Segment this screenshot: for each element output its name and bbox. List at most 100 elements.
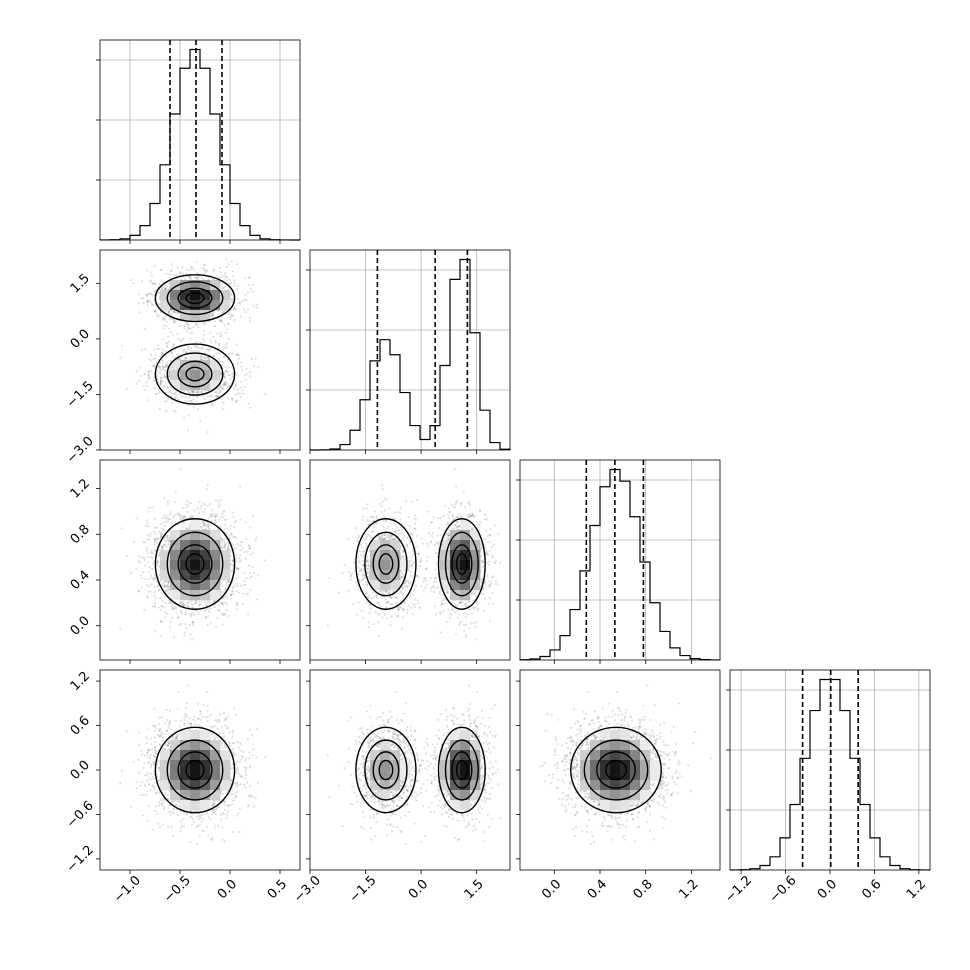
scatter-point	[173, 410, 176, 413]
scatter-point	[454, 604, 457, 607]
scatter-point	[408, 541, 411, 545]
scatter-point	[221, 513, 224, 516]
scatter-point	[174, 311, 177, 314]
scatter-point	[236, 582, 239, 585]
scatter-point	[220, 360, 223, 363]
scatter-point	[179, 518, 182, 521]
scatter-point	[227, 337, 230, 341]
scatter-point	[224, 612, 227, 615]
scatter-point	[200, 505, 203, 508]
scatter-point	[214, 391, 217, 394]
scatter-point	[200, 355, 203, 358]
scatter-point	[248, 276, 251, 279]
ytick-label-1-2: 0.0	[68, 327, 93, 352]
scatter-point	[239, 361, 243, 364]
scatter-point	[125, 387, 129, 390]
scatter-point	[185, 350, 188, 353]
scatter-point	[228, 384, 231, 388]
scatter-point	[225, 265, 228, 268]
scatter-point	[168, 518, 171, 521]
scatter-point	[233, 282, 236, 285]
scatter-point	[170, 351, 173, 354]
scatter-point	[231, 586, 234, 589]
scatter-point	[119, 627, 122, 631]
scatter-point	[362, 570, 365, 573]
scatter-point	[167, 585, 170, 588]
scatter-point	[201, 355, 204, 359]
scatter-point	[165, 545, 168, 549]
scatter-point	[155, 580, 158, 583]
scatter-point	[399, 518, 402, 521]
scatter-point	[154, 310, 157, 313]
density-cell	[200, 310, 211, 321]
ytick-label-1-0: −3.0	[64, 434, 97, 467]
scatter-point	[214, 324, 217, 327]
scatter-point	[159, 380, 162, 383]
scatter-point	[409, 570, 412, 574]
scatter-point	[485, 576, 488, 579]
scatter-point	[328, 576, 331, 579]
scatter-point	[183, 324, 186, 327]
scatter-point	[237, 297, 240, 300]
scatter-point	[189, 278, 192, 281]
scatter-point	[192, 391, 195, 394]
scatter-point	[158, 347, 161, 350]
scatter-point	[226, 276, 229, 279]
scatter-point	[207, 347, 210, 351]
scatter-point	[211, 513, 215, 516]
scatter-point	[219, 516, 222, 519]
scatter-point	[223, 376, 227, 379]
density-cell	[170, 360, 181, 371]
scatter-point	[188, 269, 191, 272]
scatter-point	[129, 571, 133, 575]
scatter-point	[192, 613, 195, 616]
scatter-point	[238, 354, 241, 357]
scatter-point	[172, 392, 175, 395]
scatter-point	[163, 365, 166, 369]
scatter-point	[172, 343, 176, 346]
scatter-point	[241, 299, 244, 302]
scatter-point	[158, 530, 161, 533]
scatter-point	[224, 331, 227, 334]
scatter-point	[187, 414, 190, 417]
scatter-point	[209, 339, 212, 342]
scatter-point	[486, 534, 489, 538]
scatter-point	[168, 540, 171, 543]
scatter-point	[235, 304, 238, 307]
scatter-point	[223, 355, 226, 358]
scatter-point	[169, 318, 172, 321]
scatter-point	[399, 512, 402, 515]
scatter-point	[148, 358, 151, 361]
scatter-point	[180, 340, 183, 343]
scatter-point	[230, 260, 233, 263]
scatter-point	[164, 272, 167, 275]
scatter-point	[249, 553, 252, 556]
scatter-point	[223, 595, 226, 599]
scatter-point	[192, 516, 195, 519]
scatter-point	[426, 542, 429, 546]
scatter-point	[247, 402, 251, 405]
scatter-point	[190, 346, 193, 349]
scatter-point	[191, 620, 195, 623]
ytick-label-2-3: 1.2	[68, 476, 93, 501]
scatter-point	[224, 380, 227, 383]
scatter-point	[395, 601, 398, 604]
scatter-point	[146, 299, 149, 302]
scatter-point	[191, 398, 194, 401]
scatter-point	[201, 528, 204, 531]
scatter-point	[168, 371, 171, 374]
scatter-point	[161, 582, 164, 585]
ytick-label-1-3: 1.5	[68, 271, 93, 296]
ytick-label-2-2: 0.8	[68, 522, 93, 547]
scatter-point	[169, 510, 172, 513]
scatter-point	[222, 361, 225, 364]
scatter-point	[197, 276, 200, 279]
scatter-point	[177, 512, 180, 515]
scatter-point	[176, 353, 179, 356]
scatter-point	[217, 603, 220, 607]
scatter-point	[152, 562, 155, 565]
scatter-point	[420, 537, 423, 540]
scatter-point	[200, 276, 203, 279]
scatter-point	[225, 581, 228, 584]
scatter-point	[209, 398, 212, 401]
